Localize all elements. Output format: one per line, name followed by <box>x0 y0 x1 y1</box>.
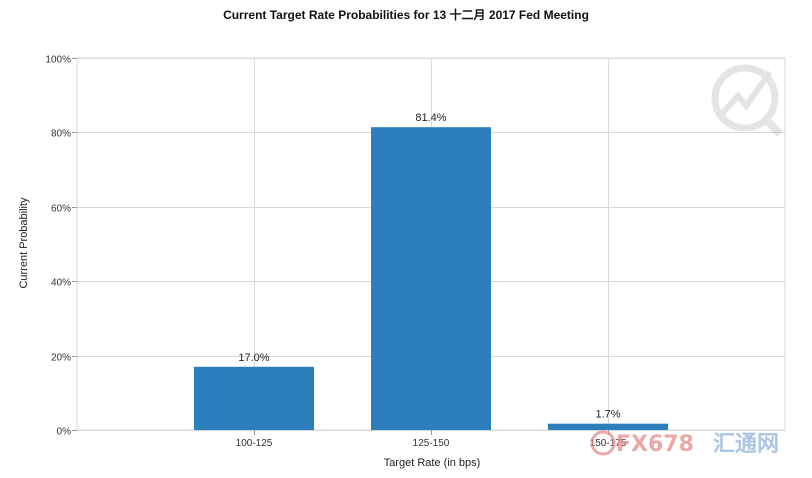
x-axis-ticks: 100-125 125-150 150-175 <box>236 430 627 449</box>
y-tick-label: 60% <box>51 204 71 215</box>
watermark-fx: FX678 <box>616 432 694 457</box>
data-label: 1.7% <box>595 409 620 421</box>
bar-150-175 <box>548 423 668 430</box>
y-tick-label: 40% <box>51 278 71 289</box>
x-tick-label: 100-125 <box>236 438 273 449</box>
watermark-cn: 汇通网 <box>713 432 779 457</box>
y-tick-label: 80% <box>51 129 71 140</box>
y-tick-label: 20% <box>51 353 71 364</box>
x-axis-title: Target Rate (in bps) <box>384 457 481 469</box>
bars: 17.0% 81.4% 1.7% <box>194 112 668 430</box>
data-label: 81.4% <box>415 112 446 124</box>
bar-100-125 <box>194 366 314 430</box>
y-tick-label: 100% <box>45 55 71 66</box>
chart-title: Current Target Rate Probabilities for 13… <box>223 8 589 22</box>
bar-125-150 <box>371 127 491 430</box>
watermark-logo-icon <box>711 64 783 137</box>
y-axis-ticks: 0% 20% 40% 60% 80% 100% <box>45 55 77 438</box>
watermark-circle-icon <box>590 430 616 456</box>
x-tick-label: 150-175 <box>590 438 627 449</box>
y-tick-label: 0% <box>57 427 72 438</box>
y-axis-title: Current Probability <box>18 197 30 289</box>
watermark: FX678 汇通网 <box>590 430 779 457</box>
data-label: 17.0% <box>238 352 269 364</box>
x-tick-label: 125-150 <box>413 438 450 449</box>
